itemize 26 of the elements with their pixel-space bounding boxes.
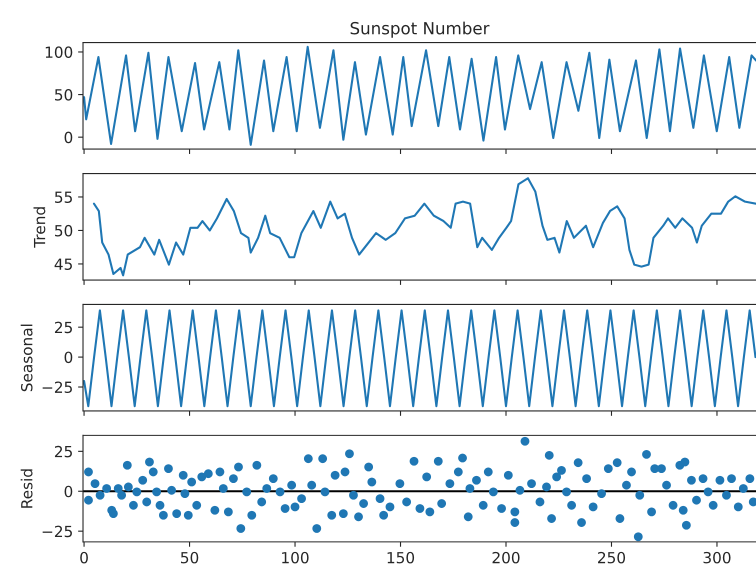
y-tick-label: 55 [55, 192, 72, 203]
y-tick-label: 25 [54, 446, 72, 458]
x-tick-label: 200 [492, 552, 520, 564]
x-tick-label: 250 [598, 552, 626, 564]
chart-title: Sunspot Number [350, 22, 490, 38]
y-tick-label: 0 [64, 132, 72, 144]
x-tick-label: 100 [282, 552, 309, 564]
y-axis-title: Trend [34, 207, 46, 248]
y-tick-label: −25 [42, 381, 72, 394]
y-tick-label: 0 [64, 352, 72, 364]
line-series [83, 309, 756, 408]
y-tick-label: 45 [54, 258, 72, 270]
y-tick-label: 50 [55, 224, 72, 236]
x-tick-label: 150 [388, 552, 414, 564]
line-series [83, 46, 756, 146]
y-tick-label: 25 [54, 322, 72, 334]
x-tick-label: 50 [181, 552, 198, 564]
y-tick-label: 50 [55, 89, 72, 101]
x-tick-label: 0 [80, 552, 88, 564]
y-axis-title: Resid [20, 469, 33, 508]
line-series [92, 177, 756, 276]
x-tick-label: 300 [704, 552, 731, 564]
y-axis-title: Seasonal [20, 324, 33, 392]
y-tick-label: 0 [64, 486, 72, 498]
y-tick-label: −25 [42, 526, 72, 538]
y-tick-label: 100 [46, 46, 72, 58]
